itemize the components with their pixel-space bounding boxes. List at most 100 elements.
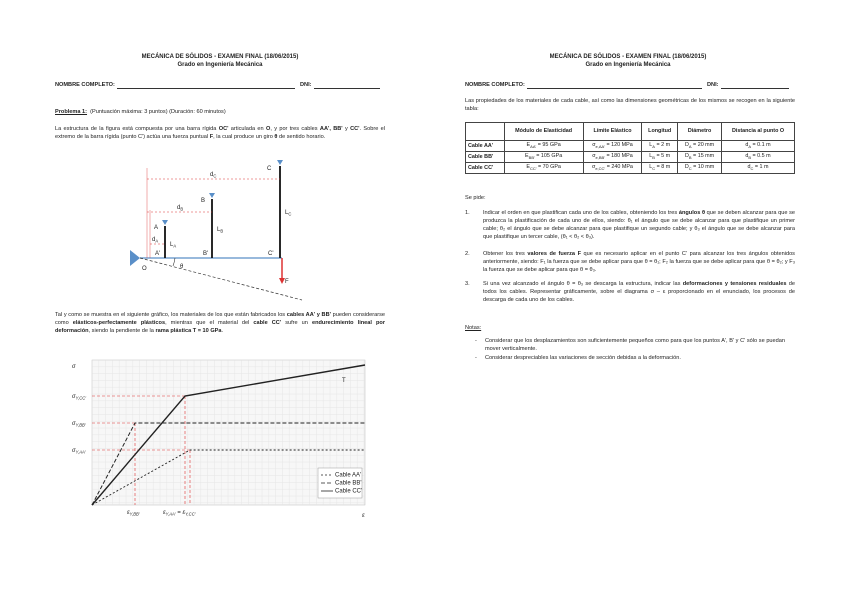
text-segment: F [209, 134, 214, 140]
graph-intro: Tal y como se muestra en el siguiente gr… [55, 311, 385, 335]
label: LC [285, 210, 291, 217]
text-segment: sufre un [281, 320, 312, 326]
text-segment: D [684, 164, 689, 171]
axis-label: ε [362, 513, 365, 519]
table-cell: DC = 10 mm [677, 162, 723, 174]
text-segment: = 95 GPa [536, 142, 561, 149]
text-segment: Si una vez alcanzado el ángulo θ = θ₃ se… [483, 281, 683, 287]
label-part: d [152, 237, 155, 243]
subtitle: Grado en Ingeniería Mecánica [585, 62, 671, 68]
text-segment: . Sobre el extremo de la barra rígida (p… [55, 126, 386, 140]
table-cell: LB = 5 m [641, 151, 679, 163]
table-cell: σe,AA' = 120 MPa [582, 140, 643, 152]
table-cell: dA = 0.1 m [721, 140, 795, 152]
label: dB [177, 205, 183, 212]
text-segment: = 0.1 m [751, 142, 771, 149]
text-segment: que es necesario aplicar en el punto C' … [483, 251, 795, 273]
table-cell: σe,BB' = 180 MPa [582, 151, 643, 163]
problem-line: Problema 1: (Puntuación máxima: 3 puntos… [55, 108, 226, 116]
label-part: d [210, 172, 213, 178]
dni-line [721, 82, 789, 89]
arrow-head [279, 278, 285, 284]
label: O [142, 266, 147, 272]
text-segment: σ [592, 142, 596, 149]
label-part: ε [127, 510, 130, 516]
text-segment: que se deben alcanzar para que se produz… [483, 210, 796, 240]
note: Considerar que los desplazamientos son s… [485, 338, 785, 352]
name-label: NOMBRE COMPLETO: [55, 82, 115, 88]
text-segment: θ [274, 134, 278, 140]
slope-label: T [342, 378, 346, 384]
label: dC [210, 172, 216, 179]
table-row: Cable BB' EBB' = 105 GPa σe,BB' = 180 MPa L… [465, 151, 795, 163]
text-segment: C [750, 166, 754, 172]
anchor [162, 220, 168, 225]
text-segment: Indicar el orden en que plastifican cada… [483, 210, 679, 216]
text-segment: B [688, 155, 692, 161]
table-cell: DA = 20 mm [677, 140, 723, 152]
label: C' [268, 251, 273, 257]
text-segment: elásticos-perfectamente plásticos [72, 320, 166, 326]
text-segment: = 1 m [753, 164, 769, 171]
table-cell: EAA' = 95 GPa [503, 140, 584, 152]
text-segment: A [688, 144, 692, 150]
table-row: Cable CC' ECC' = 70 GPa σe,CC' = 240 MPa LC… [465, 162, 795, 174]
label-part: L [170, 242, 174, 248]
table-cell: dB = 0.5 m [721, 151, 795, 163]
label: LA [170, 242, 176, 249]
label-part: L [217, 227, 221, 233]
axis-label: σ [72, 364, 76, 370]
text-segment: = 240 MPa [605, 164, 633, 171]
anchor [209, 193, 215, 198]
text-segment: L [649, 142, 653, 149]
label-part: ε [163, 510, 166, 516]
text-segment: σ [591, 164, 596, 171]
name-label: NOMBRE COMPLETO: [465, 82, 525, 88]
label: σY,CC' [72, 394, 86, 401]
column-header: Límite Elástico [582, 122, 643, 141]
label: σY,AA' [72, 448, 86, 455]
text-segment: L [649, 153, 653, 160]
label-part: A [173, 244, 176, 249]
text-segment: e,AA' [595, 144, 605, 150]
text-segment: cables AA' y BB' [286, 312, 331, 318]
text-segment: D [684, 142, 689, 149]
task-text: Si una vez alcanzado el ángulo θ = θ₃ se… [483, 280, 795, 304]
problem-heading: Problema 1: [55, 109, 88, 115]
legend-entry: Cable AA' [335, 473, 361, 479]
intro: La estructura de la figura está compuest… [55, 125, 385, 141]
label: C [267, 166, 272, 172]
label: B [201, 198, 205, 204]
notes-heading: Notas: [465, 325, 482, 331]
column-header: Módulo de Elasticidad [503, 122, 584, 141]
label-part: σ [72, 394, 76, 400]
label-part: Y,CC' [76, 396, 87, 401]
table-cell: LA = 2 m [641, 140, 679, 152]
label-part: L [285, 210, 289, 216]
text-segment: = 0.5 m [751, 153, 771, 160]
text-segment: = 2 m [654, 142, 671, 149]
legend-entry: Cable BB' [335, 481, 362, 487]
row-header: Cable AA' [465, 140, 505, 152]
name-line [527, 82, 702, 89]
label-part: σ [72, 421, 76, 427]
table-cell: DB = 15 mm [677, 151, 723, 163]
text-segment: OC' [218, 126, 229, 132]
properties-table: Módulo de Elasticidad Límite Elástico Long… [465, 122, 795, 174]
line [139, 257, 303, 301]
text-segment: de todos los cables. Representar gráfica… [483, 281, 795, 303]
label-part: A [155, 239, 158, 244]
text-segment: ángulos θ [678, 210, 705, 216]
text-segment: y [342, 126, 351, 132]
text-segment: A [652, 144, 655, 150]
bullet: - [475, 355, 477, 361]
tasks-heading: Se pide: [465, 195, 486, 201]
text-segment: E [526, 142, 531, 149]
text-segment: = 105 GPa [534, 153, 563, 160]
table-cell: dC = 1 m [721, 162, 795, 174]
text-segment: rama plástica T = 10 GPa [155, 328, 222, 334]
text-segment: σ [592, 153, 596, 160]
text-segment: BB' [528, 155, 535, 161]
title: MECÁNICA DE SÓLIDOS - EXAMEN FINAL (18/0… [141, 54, 299, 60]
